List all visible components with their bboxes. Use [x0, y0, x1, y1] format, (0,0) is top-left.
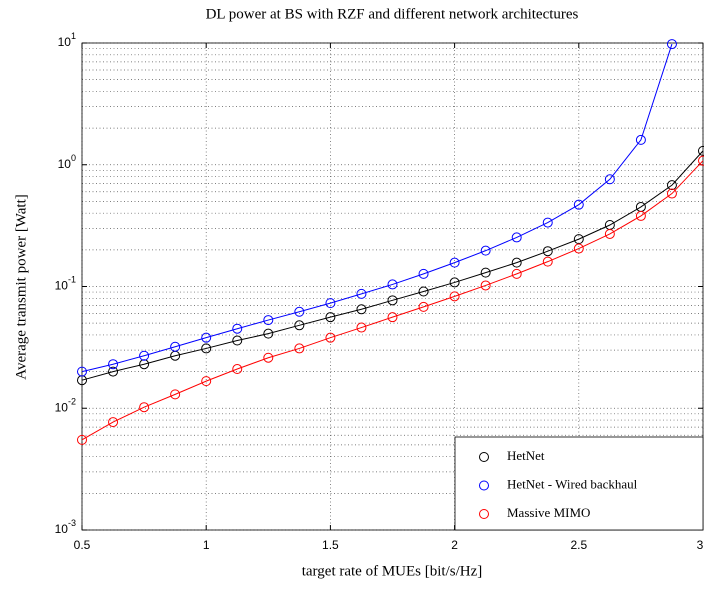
legend-label: HetNet [507, 448, 545, 463]
x-tick-label: 2.5 [570, 538, 587, 552]
y-axis-label: Average transmit power [Watt] [13, 194, 29, 380]
legend-label: HetNet - Wired backhaul [507, 476, 638, 491]
x-tick-label: 0.5 [74, 538, 91, 552]
legend-label: Massive MIMO [507, 505, 590, 520]
x-tick-label: 1.5 [322, 538, 339, 552]
x-tick-label: 1 [203, 538, 210, 552]
x-tick-label: 3 [697, 538, 704, 552]
x-tick-label: 2 [451, 538, 458, 552]
x-axis-label: target rate of MUEs [bit/s/Hz] [302, 563, 483, 579]
chart-title: DL power at BS with RZF and different ne… [206, 6, 579, 22]
